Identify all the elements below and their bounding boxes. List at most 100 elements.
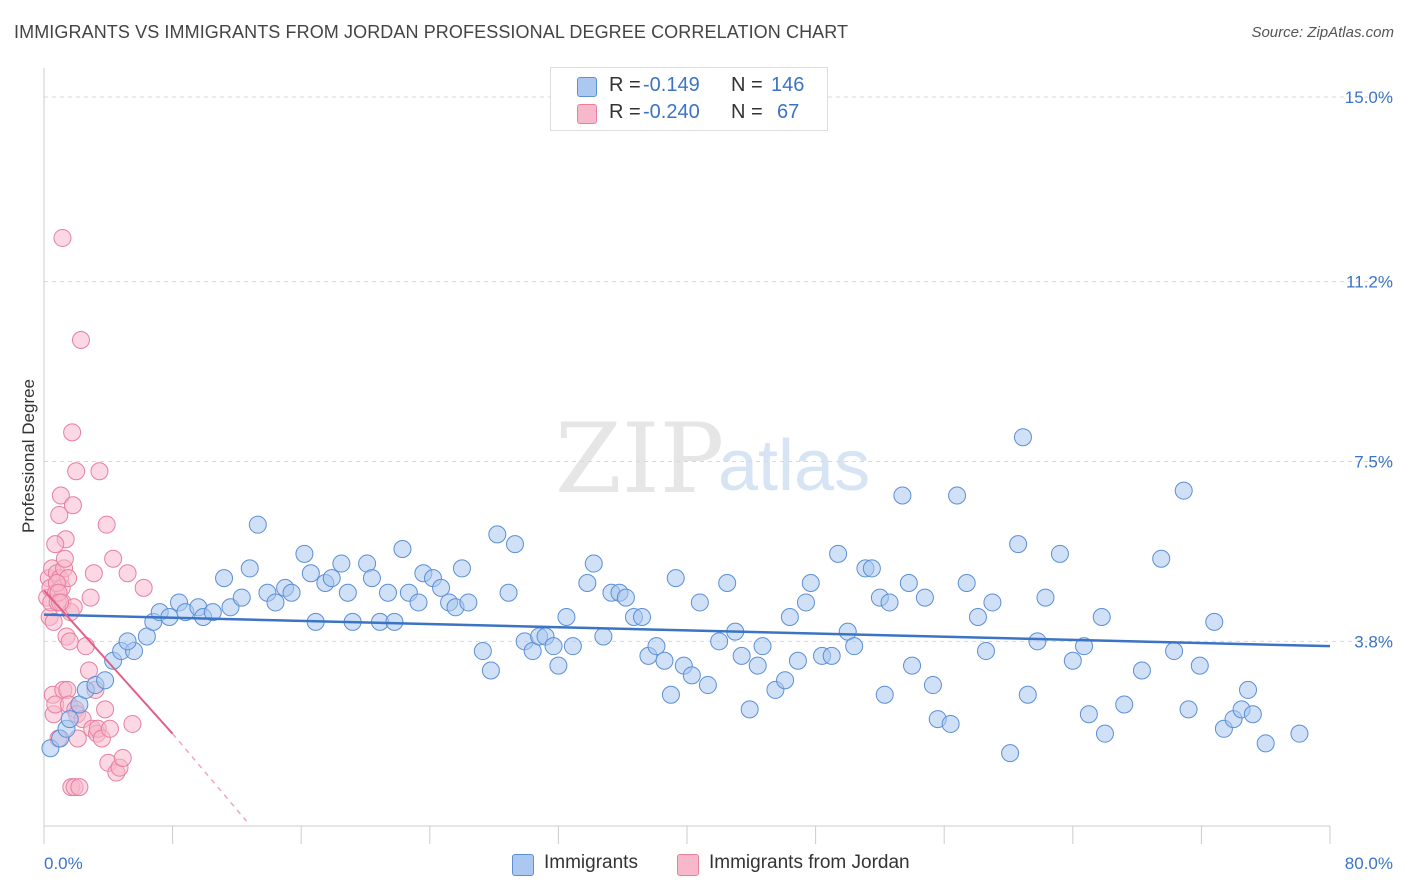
immigrants-point <box>661 685 680 704</box>
trend-line-jordan <box>43 589 174 735</box>
legend-r-value: -0.149 <box>643 74 700 96</box>
jordan-point <box>67 462 86 481</box>
immigrants-point <box>549 656 568 675</box>
bottom-legend-swatch-jordan <box>677 854 699 876</box>
immigrants-point <box>432 578 451 597</box>
immigrants-point <box>1165 642 1184 661</box>
immigrants-point <box>338 583 357 602</box>
immigrants-point <box>578 574 597 592</box>
axes <box>43 68 1331 844</box>
bottom-legend-label-jordan: Immigrants from Jordan <box>709 852 910 873</box>
immigrants-point <box>1092 608 1111 627</box>
immigrants-point <box>1243 705 1262 724</box>
immigrants-point <box>1256 734 1275 753</box>
jordan-point <box>71 331 90 349</box>
immigrants-point <box>718 574 737 592</box>
jordan-point <box>100 719 119 738</box>
immigrants-point <box>1290 724 1309 743</box>
jordan-point <box>63 496 82 515</box>
jordan-point <box>90 462 109 481</box>
immigrants-point <box>584 554 603 573</box>
immigrants-point <box>240 559 259 578</box>
immigrants-point <box>1095 724 1114 743</box>
immigrants-point <box>332 554 351 573</box>
jordan-point <box>51 486 70 505</box>
immigrants-point <box>880 593 899 612</box>
legend-n-value: 67 <box>777 101 800 123</box>
immigrants-point <box>1190 656 1209 675</box>
legend-swatch-immigrants <box>577 77 597 97</box>
immigrants-point <box>829 544 848 563</box>
jordan-point <box>44 612 63 631</box>
immigrants-point <box>948 486 967 505</box>
immigrants-point <box>682 666 701 685</box>
trend-line-jordan-extension <box>172 733 248 822</box>
jordan-point <box>134 578 153 597</box>
grid <box>44 96 1392 642</box>
jordan-point <box>51 593 70 612</box>
immigrants-point <box>976 642 995 661</box>
immigrants-point <box>544 637 563 656</box>
immigrants-point <box>1036 588 1055 607</box>
immigrants-point <box>557 608 576 627</box>
jordan-point <box>53 228 72 247</box>
immigrants-point <box>1028 632 1047 651</box>
immigrants-point <box>968 608 987 627</box>
immigrants-point <box>845 637 864 656</box>
immigrants-point <box>393 539 412 558</box>
x-tick-label-start: 0.0% <box>44 854 83 873</box>
watermark-atlas: atlas <box>718 426 870 506</box>
immigrants-point <box>248 515 267 534</box>
immigrants-point <box>488 525 507 544</box>
chart-title: IMMIGRANTS VS IMMIGRANTS FROM JORDAN PRO… <box>14 22 849 42</box>
immigrants-point <box>118 632 137 651</box>
immigrants-point <box>893 486 912 505</box>
immigrants-point <box>499 583 518 602</box>
watermark-zip: ZIP <box>555 403 724 515</box>
legend-r-key: R = <box>609 74 641 96</box>
y-axis-label: Professional Degree <box>19 379 38 533</box>
jordan-point <box>97 515 116 534</box>
immigrants-point <box>698 676 717 695</box>
jordan-point <box>81 588 100 607</box>
trend-lines <box>43 589 1331 822</box>
immigrants-point <box>915 588 934 607</box>
immigrants-point <box>505 535 524 554</box>
legend-row-jordan: R = -0.240 N = 67 <box>551 101 827 127</box>
immigrants-point <box>203 603 222 622</box>
immigrants-point <box>266 593 285 612</box>
y-tick-label: 11.2% <box>1346 273 1393 292</box>
immigrants-point <box>903 656 922 675</box>
bottom-legend-swatch-immigrants <box>512 854 534 876</box>
immigrants-point <box>1013 428 1032 447</box>
immigrants-point <box>1239 680 1258 699</box>
jordan-point <box>113 748 132 767</box>
immigrants-point <box>740 700 759 719</box>
immigrants-point <box>862 559 881 578</box>
immigrants-point <box>282 583 301 602</box>
immigrants-point <box>616 588 635 607</box>
immigrants-point <box>1079 705 1098 724</box>
immigrants-point <box>780 608 799 627</box>
immigrants-point <box>1075 637 1094 656</box>
jordan-point <box>118 564 137 583</box>
immigrants-point <box>690 593 709 612</box>
immigrants-point <box>1001 744 1020 763</box>
jordan-point <box>50 505 69 524</box>
trend-line-immigrants <box>43 613 1331 648</box>
immigrants-point <box>1152 549 1171 568</box>
immigrants-point <box>748 656 767 675</box>
immigrants-point <box>710 632 729 651</box>
immigrants-point <box>1050 544 1069 563</box>
legend-row-immigrants: R = -0.149 N = 146 <box>551 74 827 100</box>
immigrants-point <box>923 676 942 695</box>
immigrants-point <box>1063 651 1082 670</box>
x-tick-label-end: 80.0% <box>1345 854 1393 873</box>
immigrants-point <box>776 671 795 690</box>
immigrants-point <box>409 593 428 612</box>
jordan-point <box>84 564 103 583</box>
jordan-point <box>70 778 89 797</box>
immigrants-point <box>362 569 381 588</box>
immigrants-point <box>899 574 918 592</box>
immigrants-point <box>983 593 1002 612</box>
